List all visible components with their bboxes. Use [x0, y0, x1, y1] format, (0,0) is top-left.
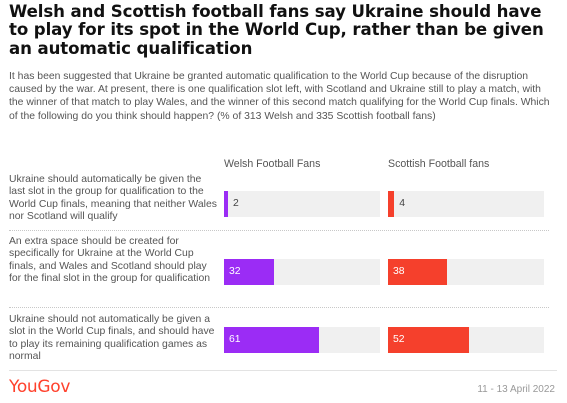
bar-track-scottish: 4: [388, 191, 544, 217]
data-label: 32: [229, 266, 241, 277]
chart-subtitle: It has been suggested that Ukraine be gr…: [9, 71, 550, 122]
category-label: Ukraine should not automatically be give…: [9, 314, 215, 363]
row-divider: [9, 307, 549, 308]
bar-welsh: [224, 191, 228, 217]
series-header-scottish: Scottish Football fans: [388, 158, 490, 170]
data-label: 61: [229, 334, 241, 345]
series-header-welsh: Welsh Football Fans: [224, 158, 321, 170]
data-label: 2: [233, 198, 239, 209]
survey-date: 11 - 13 April 2022: [477, 384, 555, 395]
bar-track-scottish: 38: [388, 259, 544, 285]
yougov-logo: YouGov: [9, 377, 71, 397]
category-label: An extra space should be created for spe…: [9, 236, 211, 285]
category-label: Ukraine should automatically be given th…: [9, 174, 217, 223]
bar-track-welsh: 61: [224, 327, 380, 353]
bar-scottish: [388, 191, 395, 217]
data-label: 52: [393, 334, 405, 345]
bar-scottish: [388, 259, 448, 285]
chart-title: Welsh and Scottish football fans say Ukr…: [9, 2, 544, 58]
bar-track-welsh: 2: [224, 191, 380, 217]
bar-track-scottish: 52: [388, 327, 544, 353]
footer-divider: [9, 370, 557, 371]
data-label: 38: [393, 266, 405, 277]
bar-welsh: [224, 259, 274, 285]
data-label: 4: [399, 198, 406, 209]
bar-welsh: [224, 327, 320, 353]
row-divider: [9, 230, 549, 231]
bar-scottish: [388, 327, 470, 353]
bar-track-welsh: 32: [224, 259, 380, 285]
